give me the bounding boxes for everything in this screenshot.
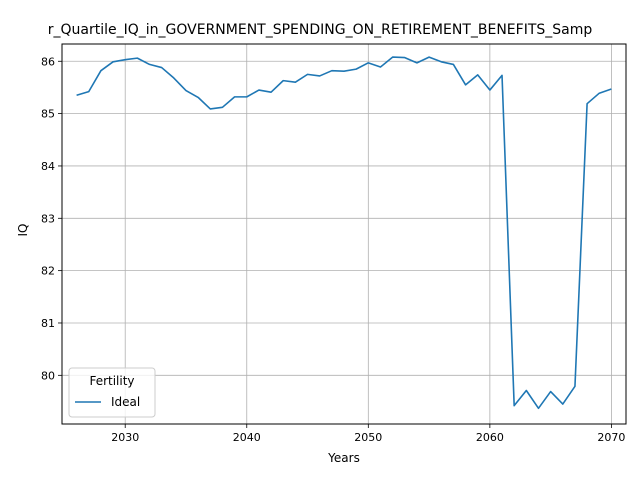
y-axis: 80 81 82 83 84 85 86 (41, 55, 62, 382)
x-tick-label: 2050 (354, 431, 382, 444)
y-tick-label: 85 (41, 108, 55, 121)
y-tick-label: 81 (41, 317, 55, 330)
y-tick-label: 80 (41, 369, 55, 382)
x-tick-label: 2060 (476, 431, 504, 444)
y-tick-label: 86 (41, 55, 55, 68)
x-tick-label: 2030 (111, 431, 139, 444)
y-tick-label: 84 (41, 160, 55, 173)
y-tick-label: 82 (41, 265, 55, 278)
x-tick-label: 2040 (233, 431, 261, 444)
x-tick-label: 2070 (597, 431, 625, 444)
y-axis-label: IQ (16, 224, 30, 237)
legend-box (68, 367, 156, 418)
y-tick-label: 83 (41, 212, 55, 225)
grid-lines (62, 44, 626, 424)
legend: Fertility Ideal (68, 367, 156, 418)
legend-entry: Ideal (111, 395, 140, 409)
series-lines (76, 56, 612, 410)
x-axis-label: Years (327, 451, 360, 465)
x-axis: 2030 2040 2050 2060 2070 (111, 424, 625, 444)
legend-title: Fertility (89, 374, 134, 388)
plot-frame (61, 43, 627, 425)
chart-title: r_Quartile_IQ_in_GOVERNMENT_SPENDING_ON_… (48, 22, 593, 38)
series-line-ideal (76, 56, 612, 410)
